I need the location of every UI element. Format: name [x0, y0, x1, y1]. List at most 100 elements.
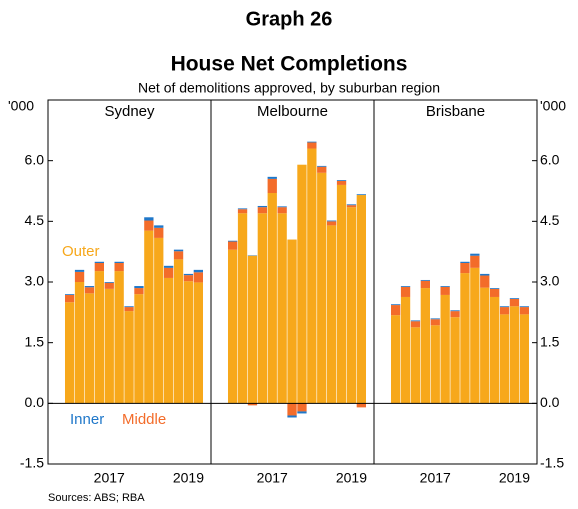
y-tick-label: 4.5	[25, 212, 45, 228]
bar-segment	[257, 205, 267, 208]
bar-segment	[490, 296, 500, 404]
bar-segment	[267, 178, 277, 194]
bar-segment	[499, 307, 510, 315]
bar-segment	[183, 281, 194, 404]
bar-segment	[257, 207, 267, 214]
bar-segment	[450, 311, 460, 318]
bar-segment	[410, 327, 421, 404]
bar-segment	[228, 240, 238, 242]
bar-segment	[356, 195, 366, 404]
y-tick-label: 0.0	[25, 394, 45, 410]
bar-segment	[154, 227, 164, 238]
bar-segment	[440, 286, 450, 295]
bar-segment	[356, 403, 366, 408]
bar-segment	[183, 275, 194, 282]
bar-segment	[327, 220, 337, 222]
bar-segment	[164, 267, 174, 278]
bar-segment	[490, 288, 500, 297]
bar-segment	[336, 184, 347, 404]
bar-segment	[317, 165, 327, 167]
bar-segment	[317, 172, 327, 404]
panel-title: Brisbane	[426, 103, 485, 120]
bar-segment	[237, 208, 248, 210]
bar-segment	[287, 415, 297, 418]
bar-segment	[173, 259, 184, 404]
bar-segment	[450, 317, 460, 404]
bar-segment	[420, 288, 430, 404]
bar-segment	[74, 271, 85, 282]
bar-segment	[499, 314, 510, 404]
bar-segment	[183, 273, 194, 276]
chart-heading: Graph 26	[246, 8, 333, 30]
bar-segment	[499, 306, 510, 308]
bar-segment	[124, 311, 134, 404]
bar-segment	[440, 294, 450, 404]
bar-segment	[440, 286, 450, 287]
bar-segment	[134, 294, 144, 404]
bar-segment	[391, 305, 401, 316]
bar-segment	[114, 261, 124, 263]
bar-segment	[470, 255, 480, 268]
bar-segment	[410, 321, 421, 328]
x-tick-label: 2017	[420, 470, 451, 486]
bar-segment	[114, 262, 124, 272]
y-tick-label: 1.5	[25, 333, 45, 349]
x-tick-label: 2019	[336, 470, 367, 486]
y2-tick-label: 0.0	[540, 394, 560, 410]
bar-segment	[519, 306, 529, 308]
bar-segment	[144, 230, 154, 404]
legend-label: Outer	[62, 243, 100, 260]
bar-segment	[420, 280, 430, 289]
bar-segment	[134, 288, 144, 295]
bar-segment	[307, 148, 317, 404]
y-tick-label: 6.0	[25, 151, 45, 167]
y2-unit: '000	[540, 98, 566, 114]
bar-segment	[480, 275, 490, 288]
plot-border	[47, 99, 538, 465]
bar-segment	[287, 403, 297, 416]
bar-segment	[237, 213, 248, 404]
bar-segment	[346, 204, 357, 206]
y2-tick-label: 1.5	[540, 333, 560, 349]
bar-segment	[297, 411, 307, 414]
bar-segment	[164, 277, 174, 404]
bar-segment	[228, 249, 238, 404]
legend-label: Inner	[70, 411, 104, 428]
y-tick-label: 3.0	[25, 273, 45, 289]
bar-segment	[327, 225, 337, 404]
bar-segment	[164, 265, 174, 268]
bar-segment	[247, 255, 258, 404]
bar-segment	[144, 220, 154, 231]
bar-segment	[267, 193, 277, 404]
bar-segment	[144, 217, 154, 221]
panel-title: Sydney	[104, 103, 155, 120]
bar-segment	[287, 239, 297, 404]
legend-label: Middle	[122, 411, 166, 428]
bar-segment	[336, 180, 347, 185]
bar-segment	[327, 221, 337, 226]
panel-title: Melbourne	[257, 103, 328, 120]
bar-segment	[124, 306, 134, 308]
bar-segment	[519, 314, 529, 404]
bar-segment	[65, 302, 75, 404]
bar-segment	[470, 267, 480, 404]
bar-segment	[297, 164, 307, 404]
bar-segment	[356, 194, 366, 196]
bar-segment	[450, 310, 460, 312]
bar-segment	[114, 271, 124, 404]
bar-segment	[307, 141, 317, 143]
bar-segment	[154, 237, 164, 404]
y2-tick-label: -1.5	[540, 455, 564, 471]
y2-tick-label: 4.5	[540, 212, 560, 228]
bar-segment	[460, 261, 470, 263]
bar-segment	[173, 249, 184, 252]
bar-segment	[317, 166, 327, 173]
y-unit: '000	[8, 98, 34, 114]
bar-segment	[154, 225, 164, 228]
x-tick-label: 2019	[499, 470, 530, 486]
bar-segment	[346, 207, 357, 404]
y2-tick-label: 6.0	[540, 151, 560, 167]
bar-segment	[65, 294, 75, 303]
bar-segment	[65, 294, 75, 295]
